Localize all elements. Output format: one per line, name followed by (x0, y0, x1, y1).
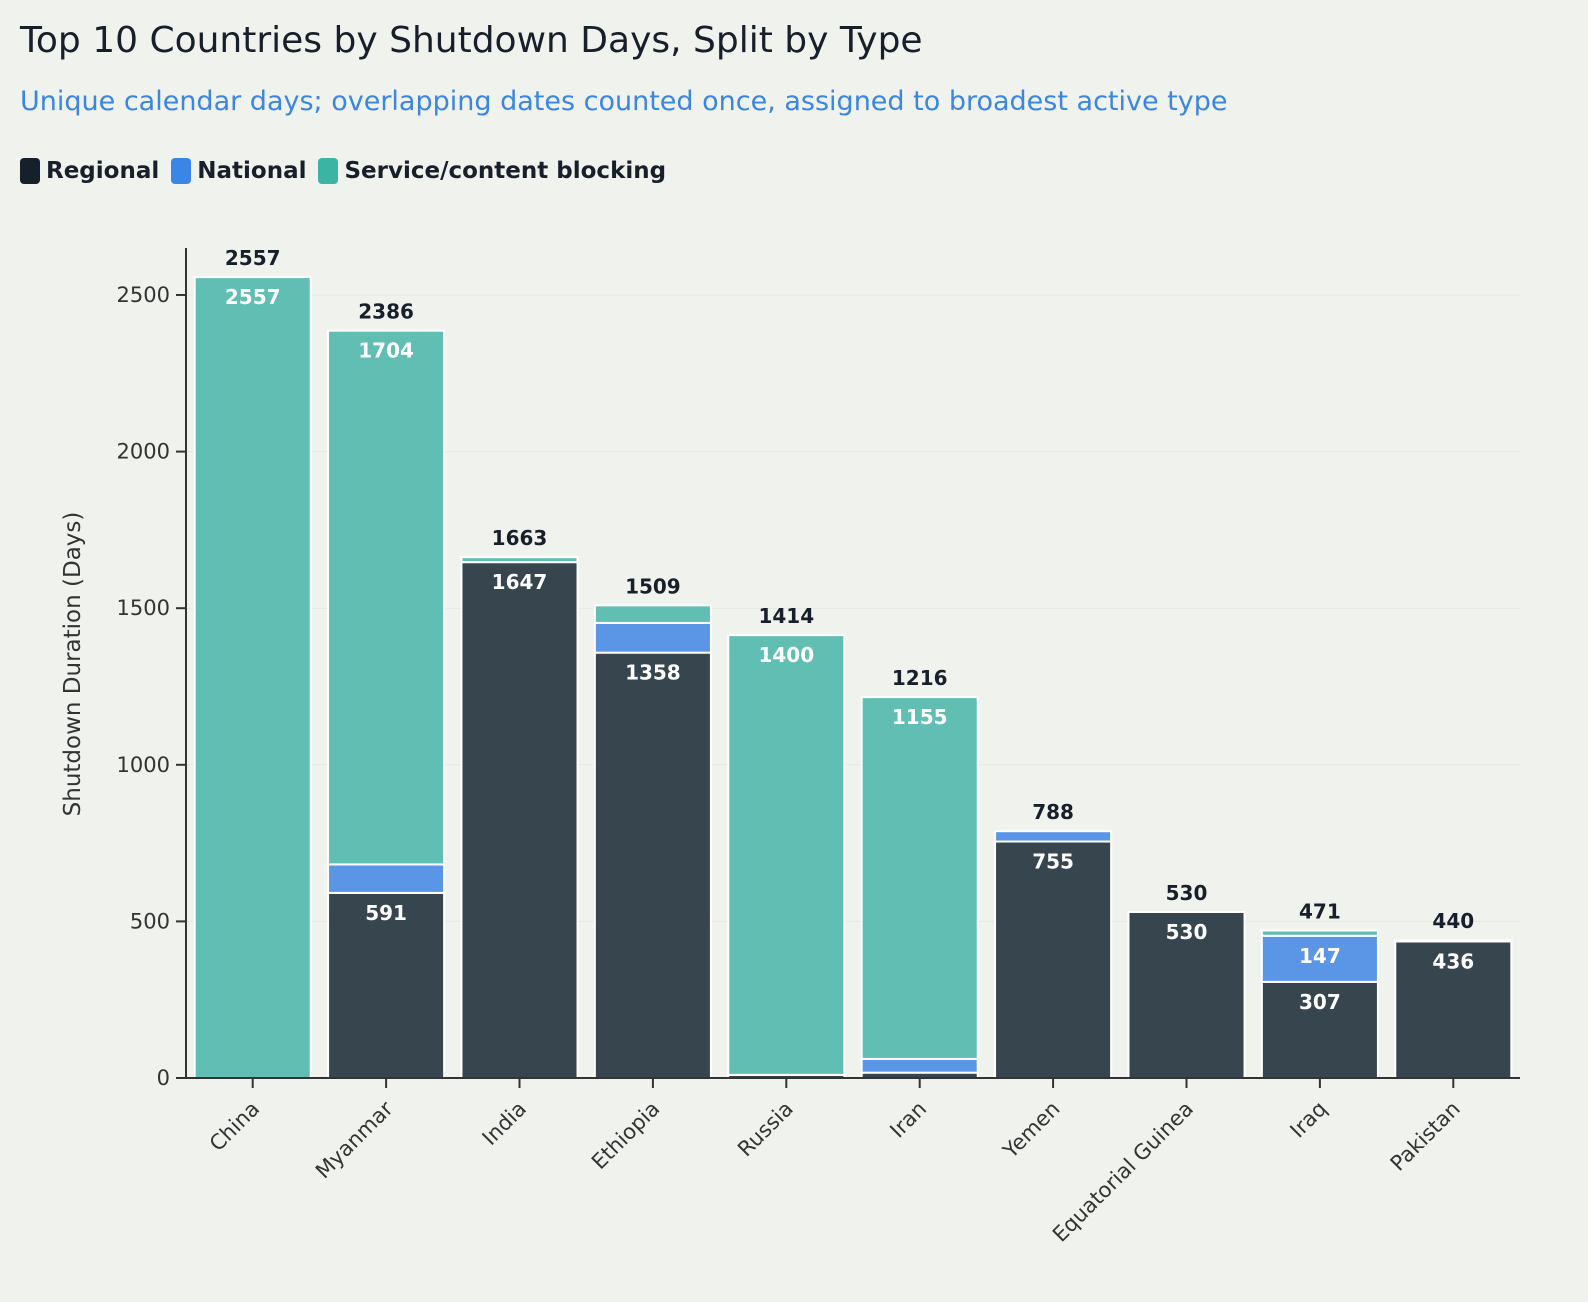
x-tick-label: Ethiopia (587, 1097, 664, 1174)
legend: Regional National Service/content blocki… (20, 158, 666, 184)
legend-swatch-service-blocking (318, 158, 339, 184)
x-tick-label: Myanmar (311, 1096, 398, 1183)
bar-regional-yemen (994, 840, 1113, 1080)
inner-value-label: 2557 (225, 285, 281, 309)
total-label: 1663 (492, 526, 548, 550)
x-tick-label: Yemen (998, 1097, 1065, 1164)
bar-service-content-blocking-myanmar (327, 329, 446, 866)
legend-swatch-regional (20, 158, 40, 184)
inner-value-label: 1400 (758, 643, 814, 667)
bar-national-yemen (994, 830, 1113, 843)
x-tick-label: Pakistan (1386, 1097, 1465, 1176)
bar-service-content-blocking-ethiopia (593, 604, 712, 624)
inner-value-label: 147 (1299, 944, 1341, 968)
legend-item-regional: Regional (20, 158, 159, 184)
total-label: 1509 (625, 574, 681, 598)
total-label: 471 (1299, 899, 1341, 923)
y-tick-label: 500 (130, 909, 170, 933)
x-tick-label: China (205, 1097, 264, 1156)
inner-value-label: 591 (365, 901, 407, 925)
total-label: 1216 (892, 666, 948, 690)
x-tick-label: Equatorial Guinea (1048, 1097, 1198, 1247)
legend-item-national: National (171, 158, 306, 184)
total-label: 530 (1166, 881, 1208, 905)
y-tick-label: 1500 (117, 596, 170, 620)
bar-regional-equatorial-guinea (1127, 911, 1246, 1079)
bar-service-content-blocking-china (193, 276, 312, 1079)
bar-national-iran (860, 1057, 979, 1074)
bar-regional-iraq (1260, 980, 1379, 1079)
bar-service-content-blocking-pakistan (1394, 939, 1513, 943)
inner-value-label: 530 (1166, 920, 1208, 944)
x-tick-label: Iraq (1285, 1097, 1331, 1143)
bar-regional-pakistan (1394, 940, 1513, 1080)
y-tick-label: 2000 (117, 440, 170, 464)
bar-regional-ethiopia (593, 651, 712, 1079)
total-label: 788 (1032, 800, 1074, 824)
inner-value-label: 755 (1032, 850, 1074, 874)
inner-value-label: 436 (1432, 949, 1474, 973)
bars-layer (193, 276, 1513, 1080)
bar-service-content-blocking-india (460, 556, 579, 564)
bar-service-content-blocking-iran (860, 696, 979, 1060)
total-label: 2557 (225, 246, 281, 270)
x-tick-label: Russia (733, 1097, 798, 1162)
bar-national-ethiopia (593, 621, 712, 654)
total-label: 1414 (758, 604, 814, 628)
y-tick-label: 0 (157, 1066, 170, 1090)
total-label: 2386 (358, 300, 414, 324)
legend-swatch-national (171, 158, 192, 184)
y-tick-label: 1000 (117, 753, 170, 777)
inner-value-label: 1358 (625, 661, 681, 685)
chart-subtitle: Unique calendar days; overlapping dates … (20, 86, 1228, 117)
bar-regional-india (460, 561, 579, 1079)
bar-service-content-blocking-iraq (1260, 929, 1379, 937)
legend-label-national: National (197, 158, 307, 184)
chart-title: Top 10 Countries by Shutdown Days, Split… (20, 20, 923, 61)
legend-item-service-blocking: Service/content blocking (318, 158, 666, 184)
y-axis-title: Shutdown Duration (Days) (60, 512, 86, 817)
total-label: 440 (1432, 909, 1474, 933)
labels-layer: 2557 2557 2386 591 1704 1663 1647 1509 1358 1414 1… (225, 246, 1474, 1014)
inner-value-label: 1647 (492, 570, 548, 594)
inner-value-label: 1704 (358, 339, 414, 363)
inner-value-label: 1155 (892, 705, 948, 729)
legend-label-regional: Regional (46, 158, 160, 184)
x-tick-label: Iran (885, 1097, 931, 1143)
y-tick-label: 2500 (117, 283, 170, 307)
bar-national-myanmar (327, 863, 446, 894)
legend-label-service-blocking: Service/content blocking (344, 158, 667, 184)
inner-value-label: 307 (1299, 990, 1341, 1014)
x-tick-label: India (478, 1097, 531, 1150)
bar-service-content-blocking-russia (727, 634, 846, 1076)
